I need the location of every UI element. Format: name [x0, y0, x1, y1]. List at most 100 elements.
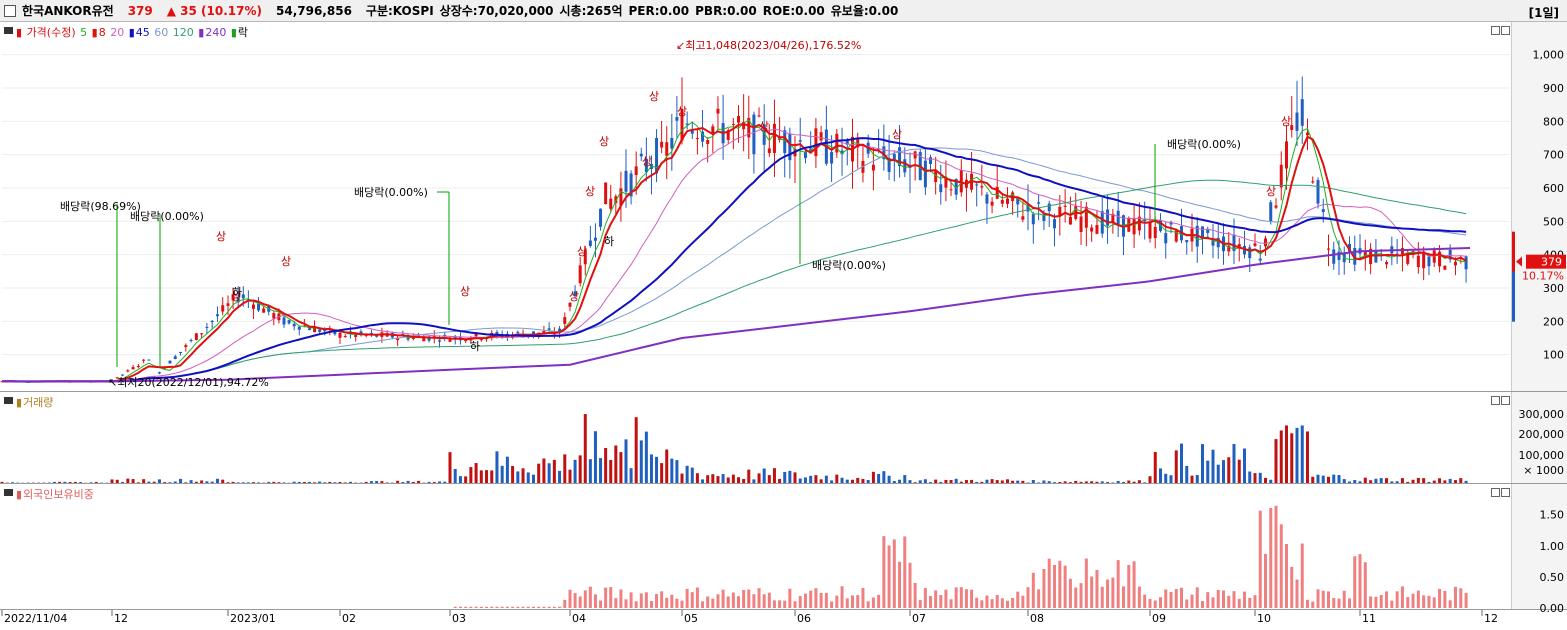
- volume-legend-label[interactable]: 거래량: [23, 396, 54, 409]
- candle-body: [338, 332, 342, 338]
- candle-body: [1000, 199, 1004, 204]
- volume-bar: [505, 456, 509, 483]
- period-selector[interactable]: [1일]: [1528, 6, 1559, 20]
- volume-axis-label: 200,000: [1519, 428, 1565, 441]
- foreign-bar: [1406, 597, 1410, 608]
- pane-menu-icon[interactable]: [4, 397, 13, 404]
- pane-close-button[interactable]: [1501, 488, 1510, 497]
- foreign-bar: [990, 599, 994, 608]
- candle-body: [588, 240, 592, 246]
- pane-close-button[interactable]: [1501, 26, 1510, 35]
- foreign-scale[interactable]: [1511, 484, 1567, 609]
- volume-bar: [711, 474, 715, 483]
- volume-bar: [1211, 449, 1215, 483]
- pane-minimize-button[interactable]: [1491, 26, 1500, 35]
- candle-body: [1348, 243, 1351, 252]
- foreign-bar: [1190, 594, 1194, 608]
- legend-ma120[interactable]: 120: [172, 26, 194, 39]
- volume-bar: [737, 477, 740, 483]
- date-axis-label: 07: [912, 612, 926, 625]
- pane-minimize-button[interactable]: [1491, 488, 1500, 497]
- price-scale[interactable]: [1511, 22, 1567, 391]
- candle-body: [516, 331, 520, 333]
- candle-body: [1106, 209, 1110, 226]
- candle-body: [1031, 214, 1035, 225]
- volume-bar: [448, 452, 452, 483]
- candle-body: [604, 182, 608, 205]
- volume-bar: [685, 465, 689, 483]
- volume-bar: [742, 478, 746, 483]
- candle-body: [923, 160, 927, 188]
- candle-body: [531, 331, 535, 335]
- volume-bar: [200, 480, 204, 483]
- volume-scale[interactable]: [1511, 392, 1567, 483]
- date-axis-label: 02: [342, 612, 356, 625]
- volume-pane[interactable]: ▮거래량: [0, 392, 1567, 484]
- volume-bar: [1327, 476, 1330, 483]
- foreign-bar: [568, 589, 572, 608]
- volume-bar: [1264, 477, 1267, 483]
- foreign-bar: [1443, 590, 1447, 608]
- candle-body: [333, 330, 337, 335]
- volume-bar: [272, 481, 276, 483]
- candle-body: [840, 150, 844, 155]
- volume-bar: [1464, 480, 1468, 483]
- candle-body: [1021, 216, 1025, 220]
- candle-body: [609, 198, 613, 209]
- legend-price[interactable]: 가격(수정): [26, 26, 76, 39]
- foreign-bar: [1327, 591, 1330, 608]
- pane-close-button[interactable]: [1501, 396, 1510, 405]
- volume-bar: [173, 481, 177, 483]
- volume-bar: [634, 417, 638, 483]
- foreign-bar: [1153, 600, 1157, 608]
- candle-body: [1406, 254, 1410, 264]
- foreign-bar: [1348, 598, 1351, 608]
- legend-ma5[interactable]: 5: [80, 26, 88, 39]
- legend-ma240[interactable]: 240: [205, 26, 227, 39]
- candle-body: [660, 141, 664, 148]
- foreign-bar: [1363, 562, 1367, 608]
- foreign-bar: [1079, 583, 1083, 608]
- candle-body: [980, 186, 984, 188]
- volume-bar: [660, 463, 664, 483]
- volume-bar: [1074, 480, 1078, 483]
- foreign-bar: [629, 592, 633, 608]
- candle-body: [716, 108, 720, 114]
- volume-bar: [79, 482, 83, 483]
- volume-bar: [1058, 482, 1062, 483]
- candle-body: [251, 304, 255, 309]
- price-axis-label: 800: [1543, 115, 1564, 128]
- legend-fall[interactable]: 락: [237, 26, 249, 39]
- foreign-legend-label[interactable]: 외국인보유비중: [23, 488, 94, 501]
- ma5-line: [2, 119, 1467, 383]
- limit-down-mark: 하: [470, 339, 480, 353]
- volume-bar: [474, 463, 478, 483]
- select-checkbox[interactable]: [4, 4, 16, 17]
- stock-name[interactable]: 한국ANKOR유전: [22, 4, 114, 18]
- volume-bar: [63, 481, 67, 483]
- date-axis-label: 2022/11/04: [4, 612, 68, 625]
- foreign-bar: [985, 595, 989, 608]
- pane-menu-icon[interactable]: [4, 27, 13, 34]
- candle-body: [871, 164, 875, 171]
- legend-ma20[interactable]: 20: [110, 26, 125, 39]
- price-pane[interactable]: ▮ 가격(수정) 5 ▮8 20 ▮45 60 120 ▮240 ▮락: [0, 22, 1567, 392]
- foreign-bar: [856, 595, 860, 608]
- price-axis-label: 100: [1543, 349, 1564, 362]
- legend-ma8[interactable]: 8: [98, 26, 106, 39]
- foreign-bar: [609, 587, 613, 608]
- volume-bar: [887, 475, 891, 483]
- legend-ma60[interactable]: 60: [154, 26, 169, 39]
- volume-bar: [731, 474, 735, 483]
- pane-minimize-button[interactable]: [1491, 396, 1500, 405]
- volume-bar: [179, 478, 183, 483]
- legend-ma45[interactable]: 45: [135, 26, 150, 39]
- date-axis-label: 12: [114, 612, 128, 625]
- foreign-bar: [706, 596, 710, 608]
- candle-body: [1311, 181, 1315, 183]
- volume-bar: [882, 471, 886, 483]
- foreign-bar: [1369, 596, 1373, 608]
- foreign-pane[interactable]: ▮외국인보유비중: [0, 484, 1567, 610]
- pane-menu-icon[interactable]: [4, 489, 13, 496]
